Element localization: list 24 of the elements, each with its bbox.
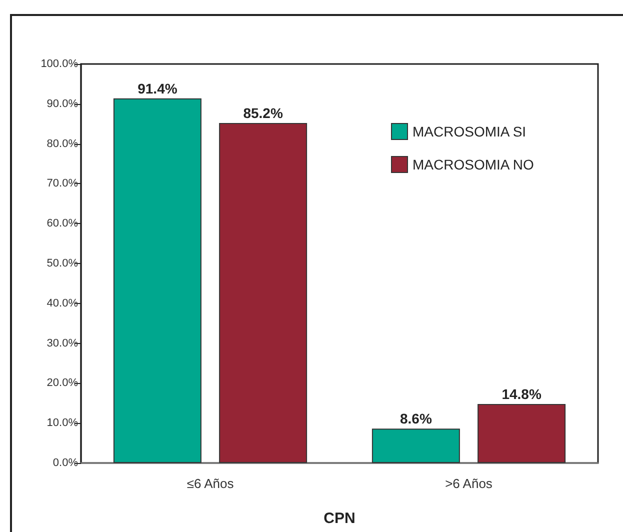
y-tick-label: 0.0%	[52, 457, 78, 469]
y-tick-label: 50.0%	[46, 258, 78, 270]
legend-label: MACROSOMIA NO	[412, 156, 534, 172]
bar	[372, 428, 460, 463]
y-tick-label: 100.0%	[40, 58, 78, 70]
data-label: 14.8%	[502, 386, 542, 402]
bar	[113, 98, 202, 463]
bar	[219, 123, 308, 463]
legend-label: MACROSOMIA SI	[412, 124, 526, 140]
data-label: 91.4%	[138, 80, 178, 96]
y-tick-label: 30.0%	[46, 337, 78, 350]
y-tick-label: 90.0%	[46, 98, 78, 110]
y-tick-label: 10.0%	[46, 417, 78, 430]
y-tick-label: 70.0%	[46, 178, 78, 190]
x-tick-label: >6 Años	[445, 476, 493, 491]
y-tick-label: 80.0%	[46, 138, 78, 150]
data-label: 8.6%	[400, 410, 432, 427]
y-tick-label: 20.0%	[46, 377, 78, 390]
y-tick-label: 40.0%	[46, 297, 78, 310]
bar	[478, 404, 566, 463]
y-tick-label: 60.0%	[46, 218, 78, 230]
x-axis-title: CPN	[324, 510, 356, 527]
data-label: 85.2%	[243, 105, 284, 122]
x-tick-label: ≤6 Años	[186, 476, 234, 491]
